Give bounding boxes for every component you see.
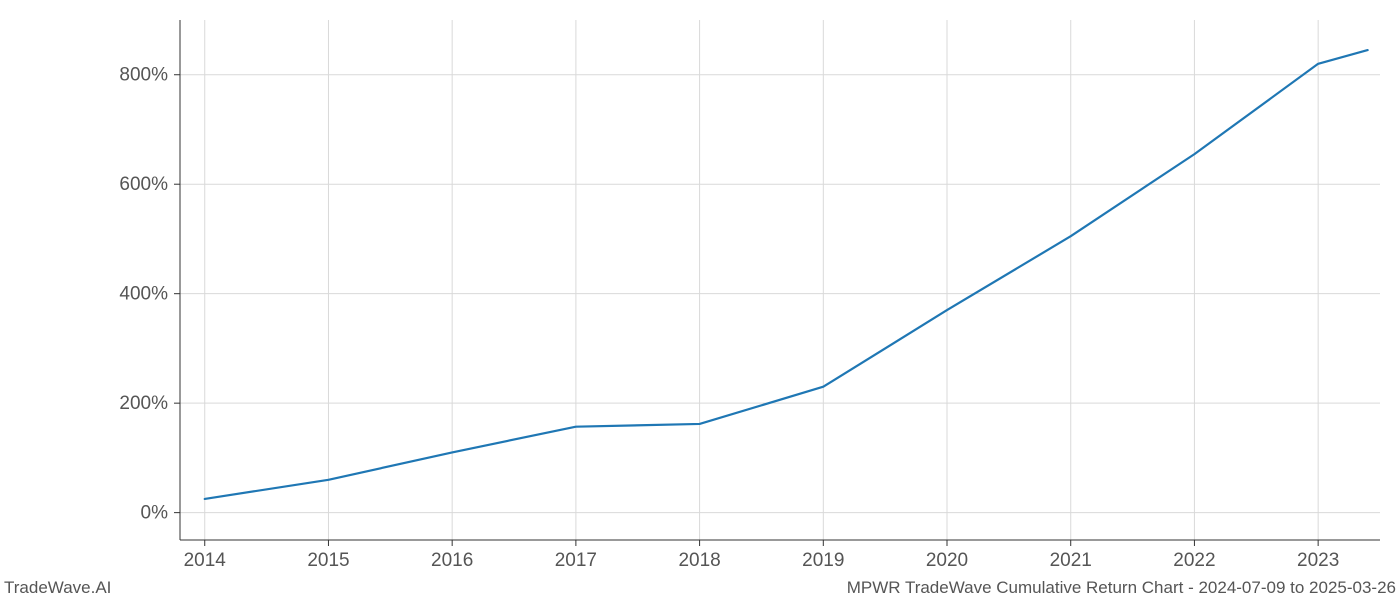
x-tick-label: 2016 [431, 550, 473, 571]
x-tick-label: 2018 [678, 550, 720, 571]
y-tick-label: 600% [119, 174, 168, 195]
y-tick-label: 400% [119, 284, 168, 305]
line-chart-svg: 2014 2015 2016 2017 2018 2019 2020 2021 2022 2023… [0, 0, 1400, 600]
x-tick-label: 2014 [184, 550, 227, 571]
x-tick-label: 2020 [926, 550, 968, 571]
x-tick-label: 2017 [555, 550, 597, 571]
footer-brand: TradeWave.AI [4, 578, 111, 598]
x-tick-label: 2015 [307, 550, 349, 571]
y-tick-label: 200% [119, 393, 168, 414]
x-tick-label: 2023 [1297, 550, 1339, 571]
x-tick-label: 2022 [1173, 550, 1215, 571]
x-tick-label: 2021 [1050, 550, 1092, 571]
footer-caption: MPWR TradeWave Cumulative Return Chart -… [847, 578, 1396, 598]
chart-container: 2014 2015 2016 2017 2018 2019 2020 2021 2022 2023… [0, 0, 1400, 600]
y-tick-label: 0% [141, 503, 169, 524]
x-tick-label: 2019 [802, 550, 844, 571]
y-tick-label: 800% [119, 65, 168, 86]
